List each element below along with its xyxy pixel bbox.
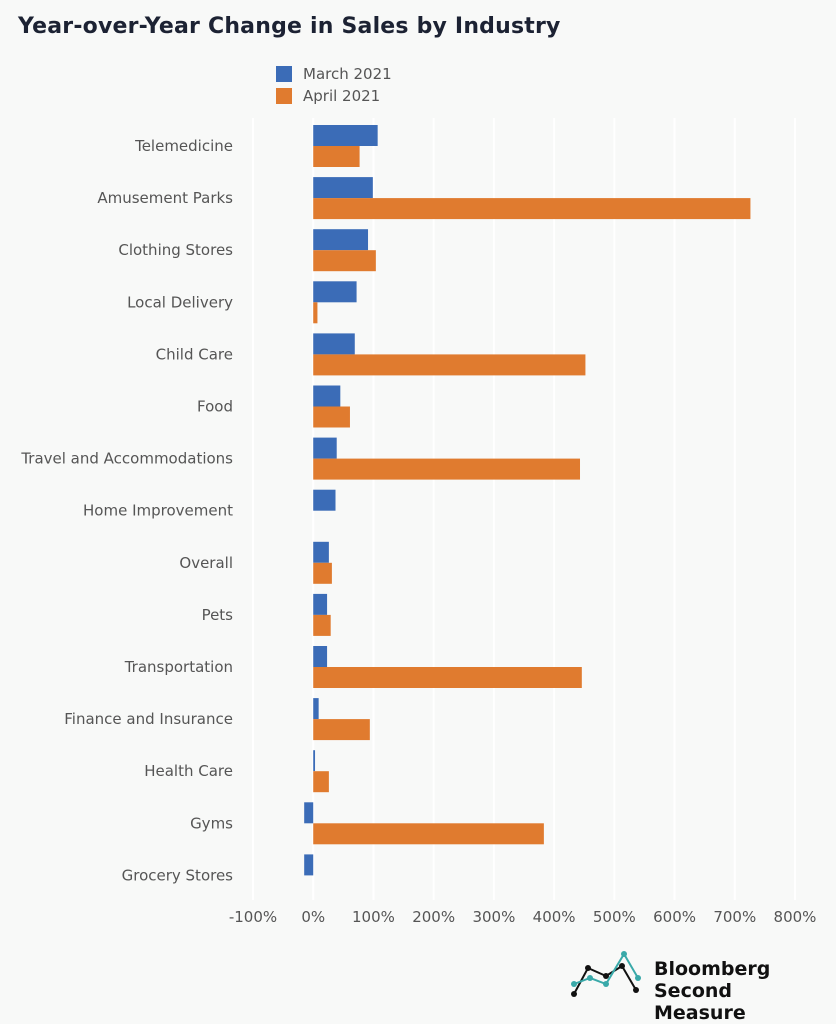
bar [304,802,314,824]
legend-swatch [276,88,292,104]
category-label: Pets [202,606,234,624]
bar [313,250,376,272]
category-label: Health Care [144,762,233,780]
category-label: Telemedicine [134,137,233,155]
logo-line-2: Second Measure [654,980,746,1024]
x-tick-label: 600% [653,908,696,926]
category-label: Grocery Stores [122,866,234,884]
bar [313,177,373,199]
bar [313,229,369,251]
legend-swatch [276,66,292,82]
bars [304,125,751,876]
bloomberg-second-measure-logo: Bloomberg Second Measure [568,950,818,1024]
bar [313,354,586,376]
bar [313,541,329,563]
x-tick-label: 400% [533,908,576,926]
bar [313,146,360,167]
bar [313,719,370,741]
bar [313,750,316,772]
bar [313,823,544,845]
x-tick-label: 300% [472,908,515,926]
bar [313,771,329,793]
bar [313,646,328,667]
bar [313,437,337,459]
bar [304,854,314,876]
x-tick-label: 200% [412,908,455,926]
legend: March 2021 April 2021 [276,65,392,105]
x-tick-label: 700% [713,908,756,926]
bar [313,385,341,407]
bar [313,406,350,428]
bar [313,198,751,220]
bar [313,458,581,480]
category-label: Overall [179,554,233,572]
x-tick-label: -100% [229,908,277,926]
x-tick-label: 800% [774,908,817,926]
category-label: Amusement Parks [97,189,233,207]
bar [313,125,378,146]
bar [313,593,328,615]
category-label: Clothing Stores [118,241,233,259]
bar [313,614,331,636]
bar [313,667,582,688]
category-label: Transportation [124,658,233,676]
category-label: Child Care [156,345,233,363]
x-axis-ticks: -100% 0% 100% 200% 300% 400% 500% 600% 700% 800% [229,908,817,926]
category-label: Local Delivery [127,293,233,311]
category-label: Gyms [190,814,233,832]
chart-title: Year-over-Year Change in Sales by Indust… [18,14,561,39]
category-label: Finance and Insurance [64,710,233,728]
category-label: Travel and Accommodations [20,450,233,468]
x-tick-label: 0% [301,908,325,926]
category-label: Home Improvement [83,502,233,520]
bar [313,489,336,511]
x-tick-label: 100% [352,908,395,926]
x-tick-label: 500% [593,908,636,926]
category-label: Food [197,398,233,416]
logo-mark-icon [571,951,641,997]
bar [313,562,332,584]
legend-label: April 2021 [303,87,380,105]
logo-line-1: Bloomberg [654,958,771,980]
bar [313,302,318,324]
bar [313,281,357,303]
legend-label: March 2021 [303,65,392,83]
category-labels: Telemedicine Amusement Parks Clothing Stor… [20,137,233,884]
bar [313,698,319,720]
bar [313,333,355,355]
